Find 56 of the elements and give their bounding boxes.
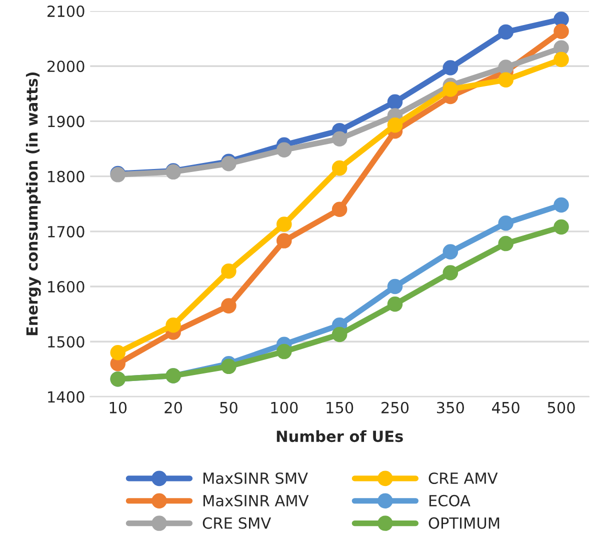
point — [498, 24, 514, 40]
point — [498, 216, 514, 231]
y-tick-label: 1600 — [48, 280, 84, 293]
point — [442, 60, 458, 76]
legend-label: OPTIMUM — [428, 517, 500, 529]
point — [554, 219, 569, 235]
x-tick-label: 250 — [382, 402, 409, 414]
point — [276, 344, 292, 360]
x-tick-label: 10 — [110, 402, 127, 414]
legend-label: MaxSINR AMV — [204, 494, 309, 506]
point — [387, 94, 403, 110]
point — [332, 131, 348, 146]
x-tick-label: 450 — [492, 402, 520, 414]
point — [332, 160, 348, 176]
point — [332, 202, 348, 218]
point — [442, 244, 458, 260]
y-tick-label: 1400 — [48, 391, 84, 403]
legend-label: CRE SMV — [202, 517, 272, 529]
x-axis-title: Number of UEs — [276, 430, 403, 442]
point — [276, 216, 292, 232]
point — [554, 52, 569, 68]
point — [498, 60, 514, 75]
x-tick-label: 20 — [164, 402, 182, 414]
x-tick-label: 500 — [548, 402, 575, 414]
point — [387, 296, 403, 312]
point — [554, 197, 569, 213]
point — [554, 12, 569, 27]
point — [498, 236, 514, 252]
point — [442, 265, 458, 280]
point — [221, 358, 236, 374]
point — [110, 345, 126, 360]
x-tick-label: 150 — [326, 402, 354, 414]
point — [276, 233, 292, 248]
point — [387, 117, 403, 133]
x-tick-label: 350 — [437, 402, 464, 414]
y-tick-label: 2000 — [48, 60, 84, 72]
point — [221, 263, 236, 279]
point — [554, 24, 569, 40]
y-tick-label: 1700 — [48, 226, 84, 238]
x-tick-label: 100 — [271, 402, 298, 414]
point — [332, 326, 348, 342]
y-axis-title: Energy consumption (in watts) — [26, 72, 41, 336]
point — [166, 317, 181, 333]
y-tick-label: 2100 — [48, 5, 84, 18]
point — [387, 278, 403, 294]
y-tick-label: 1800 — [48, 170, 84, 182]
point — [276, 142, 292, 158]
legend-label: CRE AMV — [428, 472, 498, 484]
point — [442, 82, 458, 97]
y-tick-label: 1900 — [48, 116, 84, 128]
legend-label: ECOA — [429, 494, 470, 506]
point — [221, 298, 236, 314]
y-tick-label: 1500 — [48, 336, 84, 348]
point — [498, 72, 514, 88]
legend-label: MaxSINR SMV — [204, 472, 308, 484]
x-tick-label: 50 — [220, 402, 238, 414]
